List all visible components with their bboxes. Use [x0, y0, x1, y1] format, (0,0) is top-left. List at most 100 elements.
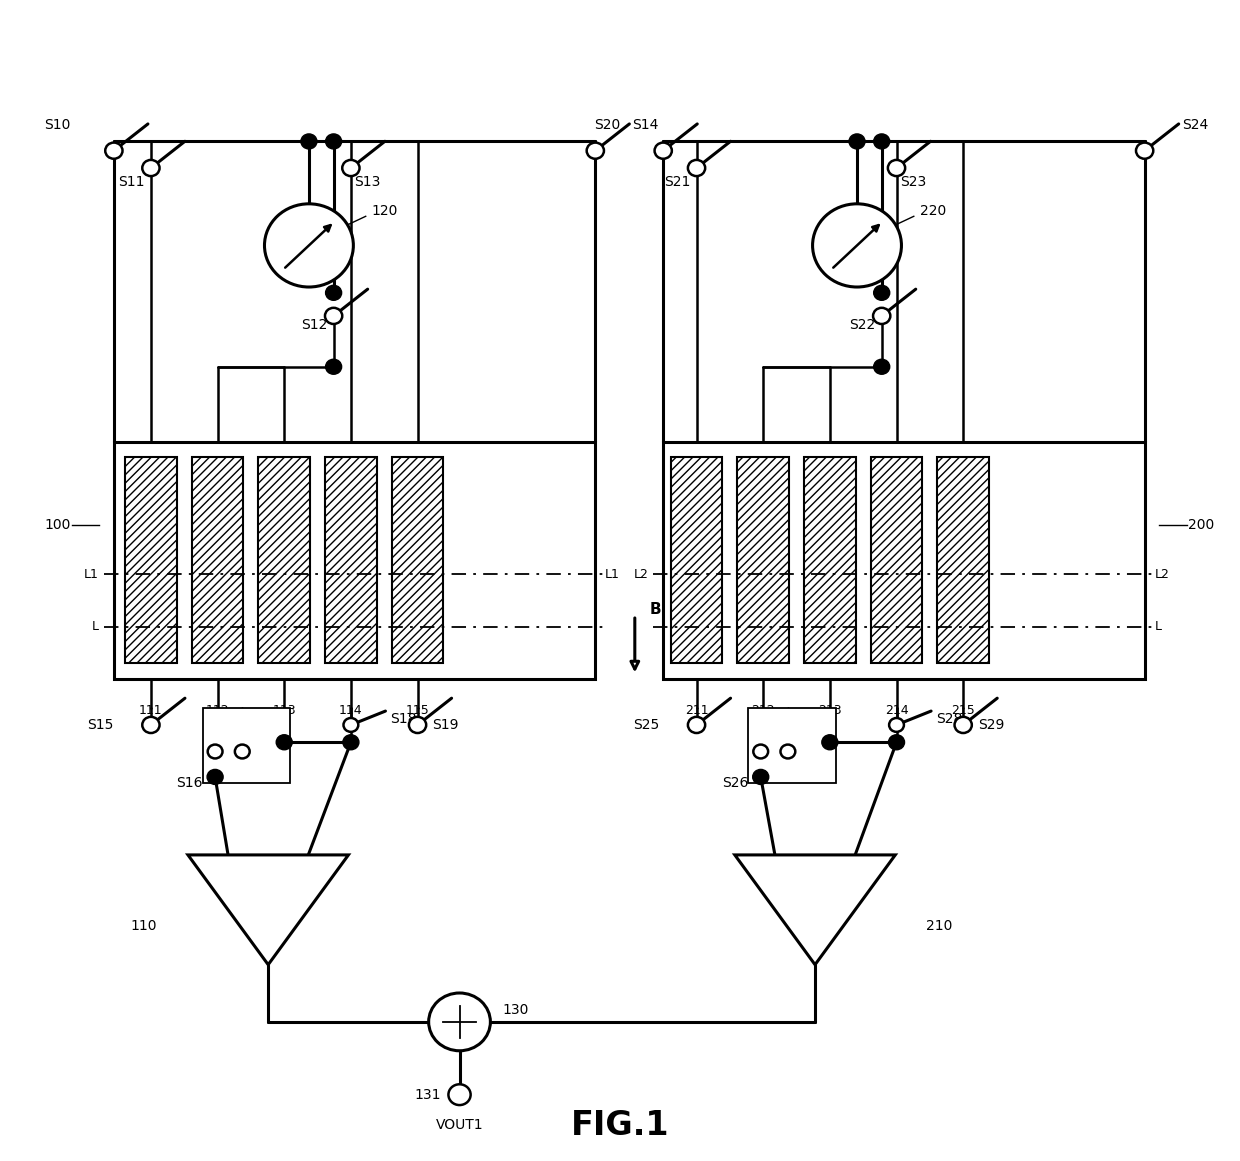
Text: S21: S21: [663, 175, 691, 189]
Circle shape: [207, 744, 222, 758]
Circle shape: [1136, 143, 1153, 159]
Text: 114: 114: [339, 704, 363, 717]
Text: 215: 215: [951, 704, 975, 717]
Text: 131: 131: [414, 1088, 441, 1102]
Circle shape: [277, 735, 293, 750]
Circle shape: [688, 160, 706, 176]
Circle shape: [409, 716, 427, 733]
Circle shape: [812, 204, 901, 287]
Text: S28: S28: [936, 712, 962, 726]
Polygon shape: [188, 854, 348, 965]
Circle shape: [888, 160, 905, 176]
Text: 111: 111: [139, 704, 162, 717]
Circle shape: [326, 359, 342, 374]
Text: S17: S17: [242, 721, 269, 735]
Bar: [114, 442, 595, 679]
Text: S26: S26: [722, 776, 749, 789]
Circle shape: [753, 770, 769, 785]
Bar: [749, 707, 836, 783]
Text: +: +: [231, 897, 242, 911]
Circle shape: [449, 1084, 471, 1105]
Bar: [937, 457, 990, 663]
Circle shape: [326, 286, 342, 301]
Text: +: +: [841, 897, 853, 911]
Bar: [203, 707, 290, 783]
Circle shape: [342, 160, 360, 176]
Bar: [804, 457, 856, 663]
Circle shape: [889, 717, 904, 731]
Bar: [870, 457, 923, 663]
Text: L: L: [1154, 620, 1162, 633]
Circle shape: [105, 143, 123, 159]
Circle shape: [655, 143, 672, 159]
Bar: [258, 457, 310, 663]
Circle shape: [955, 716, 972, 733]
Text: S12: S12: [301, 318, 327, 332]
Circle shape: [143, 716, 160, 733]
Circle shape: [780, 744, 795, 758]
Text: L: L: [92, 620, 99, 633]
Text: S14: S14: [632, 118, 658, 132]
Text: 200: 200: [1188, 518, 1214, 532]
Text: 112: 112: [206, 704, 229, 717]
Text: S10: S10: [45, 118, 71, 132]
Circle shape: [301, 134, 317, 149]
Circle shape: [343, 717, 358, 731]
Bar: [125, 457, 177, 663]
Text: 115: 115: [405, 704, 429, 717]
Text: S11: S11: [118, 175, 145, 189]
Circle shape: [587, 143, 604, 159]
Bar: [392, 457, 444, 663]
Text: L2: L2: [1154, 568, 1169, 580]
Circle shape: [874, 134, 890, 149]
Text: S24: S24: [1182, 118, 1208, 132]
Circle shape: [822, 735, 838, 750]
Text: S20: S20: [594, 118, 620, 132]
Text: −: −: [294, 897, 306, 911]
Text: L1: L1: [84, 568, 99, 580]
Circle shape: [264, 204, 353, 287]
Bar: [663, 442, 1145, 679]
Text: 211: 211: [684, 704, 708, 717]
Bar: [671, 457, 723, 663]
Circle shape: [234, 744, 249, 758]
Bar: [192, 457, 243, 663]
Circle shape: [889, 735, 904, 750]
Text: S16: S16: [176, 776, 203, 789]
Text: S29: S29: [978, 717, 1004, 731]
Text: 110: 110: [130, 920, 157, 933]
Text: S23: S23: [900, 175, 926, 189]
Text: L1: L1: [605, 568, 620, 580]
Text: S27: S27: [787, 721, 815, 735]
Circle shape: [325, 308, 342, 324]
Text: S15: S15: [88, 717, 114, 731]
Text: 220: 220: [920, 203, 946, 217]
Text: FIG.1: FIG.1: [570, 1110, 670, 1142]
Text: B: B: [650, 601, 661, 616]
Text: S13: S13: [355, 175, 381, 189]
Text: 212: 212: [751, 704, 775, 717]
Circle shape: [849, 134, 866, 149]
Circle shape: [754, 744, 768, 758]
Circle shape: [874, 286, 890, 301]
Text: 113: 113: [273, 704, 296, 717]
Text: VOUT1: VOUT1: [435, 1118, 484, 1132]
Text: 214: 214: [884, 704, 909, 717]
Text: S22: S22: [849, 318, 875, 332]
Circle shape: [688, 716, 706, 733]
Polygon shape: [735, 854, 895, 965]
Text: L2: L2: [634, 568, 649, 580]
Text: −: −: [777, 897, 789, 911]
Circle shape: [326, 134, 342, 149]
Circle shape: [343, 735, 358, 750]
Text: 213: 213: [818, 704, 842, 717]
Text: S19: S19: [433, 717, 459, 731]
Text: S25: S25: [634, 717, 660, 731]
Text: 100: 100: [45, 518, 71, 532]
Text: 210: 210: [926, 920, 952, 933]
Circle shape: [207, 770, 223, 785]
Text: 130: 130: [502, 1003, 529, 1017]
Circle shape: [873, 308, 890, 324]
Circle shape: [143, 160, 160, 176]
Bar: [738, 457, 789, 663]
